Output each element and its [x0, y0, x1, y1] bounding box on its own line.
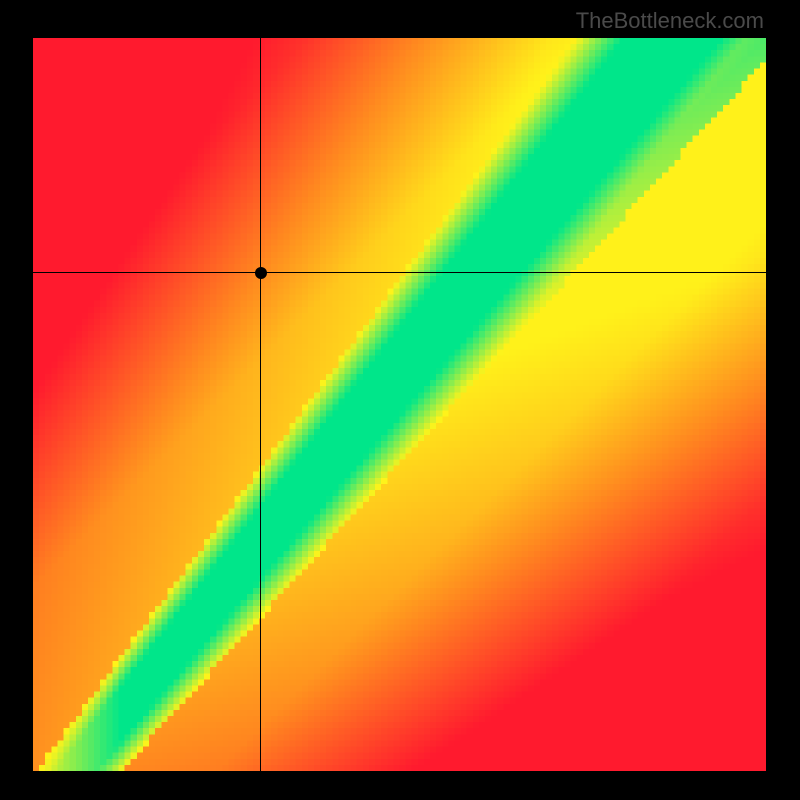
- crosshair-vertical: [260, 38, 261, 771]
- crosshair-horizontal: [33, 272, 766, 273]
- data-point-marker: [255, 267, 267, 279]
- watermark-text: TheBottleneck.com: [576, 8, 764, 34]
- bottleneck-heatmap-chart: [33, 38, 766, 771]
- heatmap-gradient: [33, 38, 766, 771]
